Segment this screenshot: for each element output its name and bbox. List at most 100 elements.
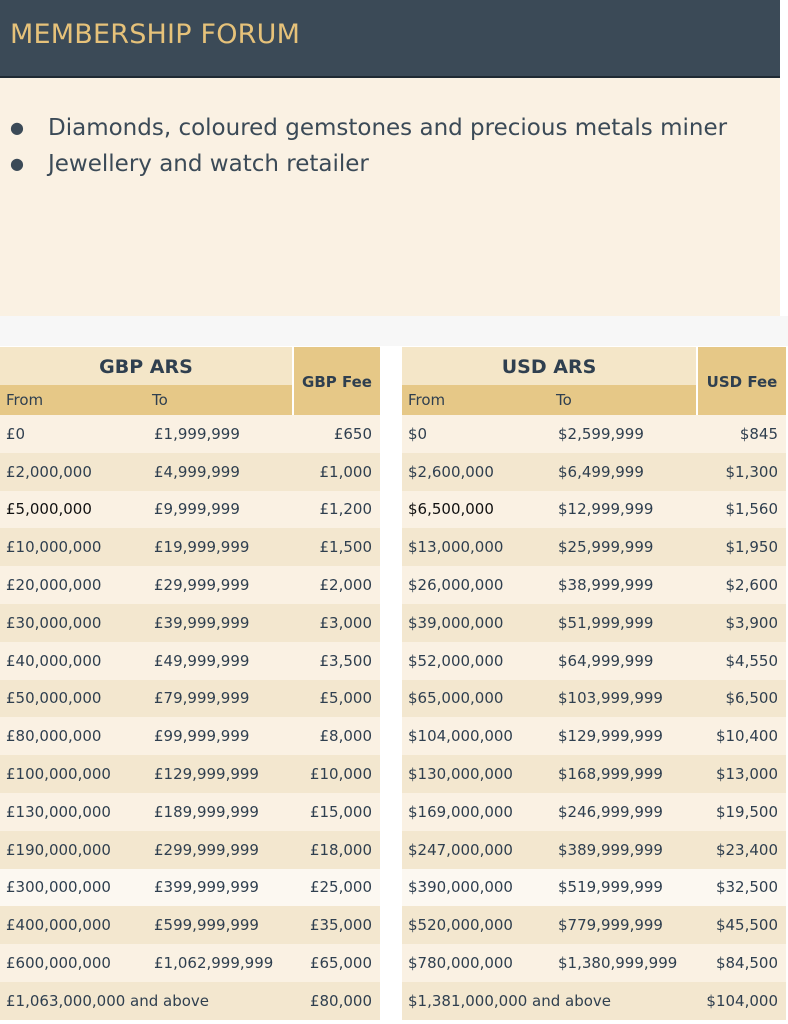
bullet-icon: ● [10,118,24,137]
cell-from: $52,000,000 [408,651,504,670]
table-row: £600,000,000 £1,062,999,999 £65,000 [0,944,380,982]
cell-from: $2,600,000 [408,462,494,481]
cell-to: $64,999,999 [558,651,654,670]
cell-from: £40,000,000 [6,651,102,670]
cell-fee: £1,200 [319,500,373,519]
cell-to: £599,999,999 [154,916,259,935]
usd-fee-table: USD ARS From To USD Fee $0 $2,599,999 $845… [402,347,786,1020]
usd-table-header: USD ARS From To USD Fee [402,347,786,415]
table-row: $247,000,000 $389,999,999 $23,400 [402,830,786,869]
table-row: $2,600,000 $6,499,999 $1,300 [402,452,786,491]
table-row: £130,000,000 £189,999,999 £15,000 [0,792,380,831]
cell-from: £400,000,000 [6,916,111,935]
cell-fee: £1,500 [319,538,373,557]
cell-from: £190,000,000 [6,840,111,859]
cell-to: £1,999,999 [154,424,240,443]
cell-fee: £8,000 [319,727,373,746]
cell-to: $168,999,999 [558,765,663,784]
cell-from: £10,000,000 [6,538,102,557]
usd-ars-title: USD ARS [402,347,696,385]
cell-to: $51,999,999 [558,613,654,632]
table-row: £40,000,000 £49,999,999 £3,500 [0,641,380,680]
cell-to: £189,999,999 [154,802,259,821]
list-item: ● Jewellery and watch retailer [10,146,727,182]
gbp-fee-table: GBP ARS From To GBP Fee £0 £1,999,999 £650… [0,347,380,1020]
cell-to: $1,380,999,999 [558,954,678,973]
usd-to-header: To [550,385,696,415]
cell-fee: £15,000 [309,802,372,821]
table-row: $520,000,000 $779,999,999 $45,500 [402,906,786,945]
cell-fee: $1,950 [725,538,779,557]
cell-fee: $1,300 [725,462,779,481]
cell-from: £2,000,000 [6,462,92,481]
cell-to: $12,999,999 [558,500,654,519]
gbp-table-header: GBP ARS From To GBP Fee [0,347,380,415]
bullet-icon: ● [10,154,24,173]
cell-to: £129,999,999 [154,765,259,784]
cell-from: £1,063,000,000 and above [6,991,210,1010]
cell-from: £600,000,000 [6,954,111,973]
cell-to: £4,999,999 [154,462,240,481]
cell-fee: £5,000 [319,689,373,708]
page-title: MEMBERSHIP FORUM [10,19,301,50]
cell-to: £299,999,999 [154,840,259,859]
cell-from: £100,000,000 [6,765,111,784]
cell-fee: £3,500 [319,651,373,670]
table-row: $1,381,000,000 and above $104,000 [402,981,786,1020]
cell-to: $38,999,999 [558,576,654,595]
cell-fee: $6,500 [725,689,779,708]
table-row: $390,000,000 $519,999,999 $32,500 [402,868,786,907]
table-row: $39,000,000 $51,999,999 $3,900 [402,603,786,642]
page-header: MEMBERSHIP FORUM [0,0,780,78]
gbp-fee-header: GBP Fee [294,347,380,415]
cell-to: £9,999,999 [154,500,240,519]
table-row: £20,000,000 £29,999,999 £2,000 [0,566,380,604]
table-row: £50,000,000 £79,999,999 £5,000 [0,679,380,718]
cell-fee: £35,000 [309,916,372,935]
table-row: $65,000,000 $103,999,999 $6,500 [402,679,786,718]
gbp-ars-title: GBP ARS [0,347,292,385]
table-row: £0 £1,999,999 £650 [0,415,380,453]
intro-bullet-text: Jewellery and watch retailer [48,151,369,177]
table-row: £10,000,000 £19,999,999 £1,500 [0,528,380,567]
cell-to: $129,999,999 [558,727,663,746]
table-row: $169,000,000 $246,999,999 $19,500 [402,792,786,831]
cell-to: $6,499,999 [558,462,644,481]
table-row: $0 $2,599,999 $845 [402,415,786,453]
cell-fee: $4,550 [725,651,779,670]
cell-to: $25,999,999 [558,538,654,557]
cell-fee: $19,500 [715,802,778,821]
cell-fee: $45,500 [715,916,778,935]
cell-fee: $13,000 [715,765,778,784]
table-row: $13,000,000 $25,999,999 $1,950 [402,528,786,567]
intro-panel: ● Diamonds, coloured gemstones and precio… [0,78,780,316]
gbp-from-header: From [0,385,146,415]
section-divider [0,316,788,346]
cell-fee: $10,400 [715,727,778,746]
cell-from: £30,000,000 [6,613,102,632]
cell-from: $169,000,000 [408,802,513,821]
cell-to: $519,999,999 [558,878,663,897]
cell-fee: £1,000 [319,462,373,481]
cell-fee: £3,000 [319,613,373,632]
cell-from: $26,000,000 [408,576,504,595]
table-row: $6,500,000 $12,999,999 $1,560 [402,490,786,529]
table-row: £190,000,000 £299,999,999 £18,000 [0,830,380,869]
cell-to: $246,999,999 [558,802,663,821]
table-row: $26,000,000 $38,999,999 $2,600 [402,566,786,604]
cell-fee: $23,400 [715,840,778,859]
usd-from-header: From [402,385,550,415]
cell-to: £399,999,999 [154,878,259,897]
cell-fee: £650 [333,424,372,443]
usd-table-body: $0 $2,599,999 $845 $2,600,000 $6,499,999 $1,3… [402,415,786,1020]
table-row: £80,000,000 £99,999,999 £8,000 [0,717,380,756]
table-row: £1,063,000,000 and above £80,000 [0,981,380,1020]
gbp-to-header: To [146,385,292,415]
cell-to: £49,999,999 [154,651,250,670]
cell-fee: $32,500 [715,878,778,897]
cell-fee: £2,000 [319,576,373,595]
cell-fee: $84,500 [715,954,778,973]
gbp-table-body: £0 £1,999,999 £650 £2,000,000 £4,999,999 £1,0… [0,415,380,1020]
cell-from: $390,000,000 [408,878,513,897]
cell-from: $104,000,000 [408,727,513,746]
